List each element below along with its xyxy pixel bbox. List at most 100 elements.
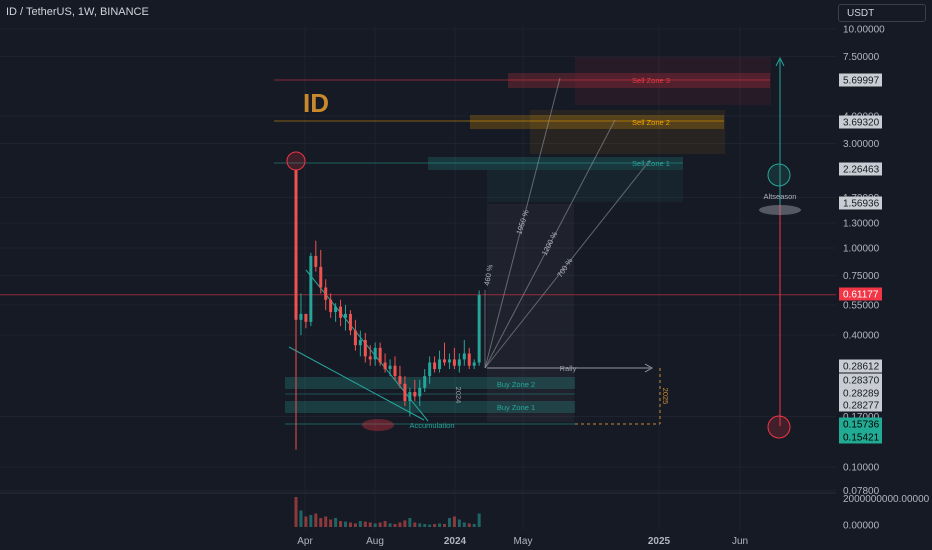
- candle-body: [324, 287, 328, 300]
- volume-bar: [368, 522, 372, 527]
- x-tick-label: 2024: [444, 536, 467, 547]
- candle-body: [353, 330, 357, 346]
- volume-bar: [378, 522, 382, 527]
- fan-line: [484, 159, 651, 369]
- price-badge: [839, 196, 882, 210]
- x-tick-label: Apr: [297, 536, 313, 547]
- candle-body: [428, 362, 432, 377]
- volume-bar: [363, 521, 367, 527]
- candle-body: [339, 306, 343, 318]
- target-circle: [767, 415, 791, 439]
- candle-body: [319, 266, 323, 288]
- volume-bar: [319, 518, 323, 527]
- buy-zone-1-box: [285, 401, 575, 413]
- candle-body: [438, 359, 442, 370]
- y-tick-label: 0.55000: [843, 300, 880, 311]
- candle-body: [433, 362, 437, 370]
- candle-body: [398, 376, 402, 384]
- volume-bar: [398, 522, 402, 527]
- accumulation-label: Accumulation: [409, 421, 454, 430]
- volume-bar: [324, 516, 328, 527]
- price-badge-text: 0.15736: [843, 420, 880, 431]
- y-tick-label: 1.00000: [843, 244, 880, 255]
- volume-bar: [388, 523, 392, 527]
- sell-zone-2-ext: [530, 110, 725, 154]
- y-tick-label: 1.30000: [843, 219, 880, 230]
- candle-body: [363, 340, 367, 357]
- volume-bar: [314, 513, 318, 527]
- volume-bar: [348, 522, 352, 527]
- candle-body: [344, 313, 347, 318]
- fan-line: [484, 77, 561, 369]
- candle-body: [388, 365, 392, 370]
- price-badge: [839, 115, 882, 129]
- candle-body: [443, 359, 446, 363]
- volume-bar: [457, 519, 461, 527]
- volume-bar: [393, 524, 397, 527]
- candle-body: [334, 306, 338, 313]
- altseason-label: Altseason: [764, 192, 797, 201]
- volume-bar: [329, 519, 333, 527]
- pct-label: 460 %: [482, 264, 495, 287]
- candle-body: [348, 313, 352, 331]
- altseason-arrowhead: [775, 56, 785, 67]
- candle-body: [418, 387, 422, 397]
- volume-bar: [383, 521, 387, 527]
- volume-bar: [353, 523, 357, 527]
- x-axis: Apr Aug 2024 May 2025 Jun: [297, 536, 748, 547]
- volume-bar: [418, 523, 422, 527]
- volume-bar: [423, 524, 427, 527]
- price-badge: [839, 73, 882, 87]
- candle-body: [314, 255, 318, 267]
- price-badge-text: 0.15421: [843, 433, 880, 444]
- price-badge-text: 0.28277: [843, 401, 880, 412]
- candle-body: [368, 356, 372, 360]
- price-labels: 5.69997 3.69320 2.26463 1.56936 0.61177 0.286…: [839, 73, 882, 444]
- price-badge: [839, 287, 882, 301]
- candles: [294, 170, 481, 450]
- bottom-ellipse: [362, 419, 394, 431]
- x-tick-label: May: [514, 536, 533, 547]
- currency-selector[interactable]: USDT: [838, 4, 926, 22]
- candle-body: [452, 359, 456, 366]
- zone-label: Buy Zone 2: [497, 380, 535, 389]
- volume-bar: [294, 497, 298, 527]
- candle-body: [309, 255, 313, 322]
- price-badge: [839, 373, 882, 387]
- zone-label: Sell Zone 1: [632, 159, 670, 168]
- candle-body: [467, 353, 471, 366]
- symbol-title: ID / TetherUS, 1W, BINANCE: [6, 6, 149, 18]
- y-tick-label: 0.40000: [843, 331, 880, 342]
- rally-label: Rally: [560, 364, 577, 373]
- candle-body: [299, 313, 303, 320]
- candle-body: [329, 299, 333, 313]
- y-tick-label: 0.00000: [843, 521, 880, 532]
- x-tick-label: 2025: [648, 536, 671, 547]
- price-badge-text: 2.26463: [843, 165, 880, 176]
- zones: Sell Zone 3 Sell Zone 2 Sell Zone 1 Buy Zon…: [0, 57, 836, 425]
- candle-body: [403, 383, 407, 402]
- volume-bar: [408, 518, 412, 527]
- price-badge-text: 5.69997: [843, 76, 880, 87]
- candle-body: [457, 359, 461, 366]
- price-badge: [839, 162, 882, 176]
- volume-bar: [443, 524, 446, 527]
- volume-bar: [403, 520, 407, 527]
- altseason-shadow: [759, 205, 801, 215]
- altseason-circle: [767, 163, 791, 187]
- x-tick-label: Aug: [366, 536, 384, 547]
- sell-zone-2-box: [470, 115, 724, 129]
- candle-body: [378, 347, 382, 363]
- price-badge-text: 0.28612: [843, 362, 880, 373]
- volume-bar: [438, 523, 442, 527]
- y-axis: 10.000007.500004.000003.000001.700001.30…: [843, 25, 930, 532]
- ath-circle: [286, 151, 306, 171]
- price-badge-text: 0.28289: [843, 389, 880, 400]
- price-badge: [839, 386, 882, 400]
- candle-body: [423, 376, 427, 388]
- price-badge: [839, 398, 882, 412]
- fan-line: [484, 119, 616, 369]
- rally-arrowhead: [644, 363, 654, 373]
- price-badge: [839, 430, 882, 444]
